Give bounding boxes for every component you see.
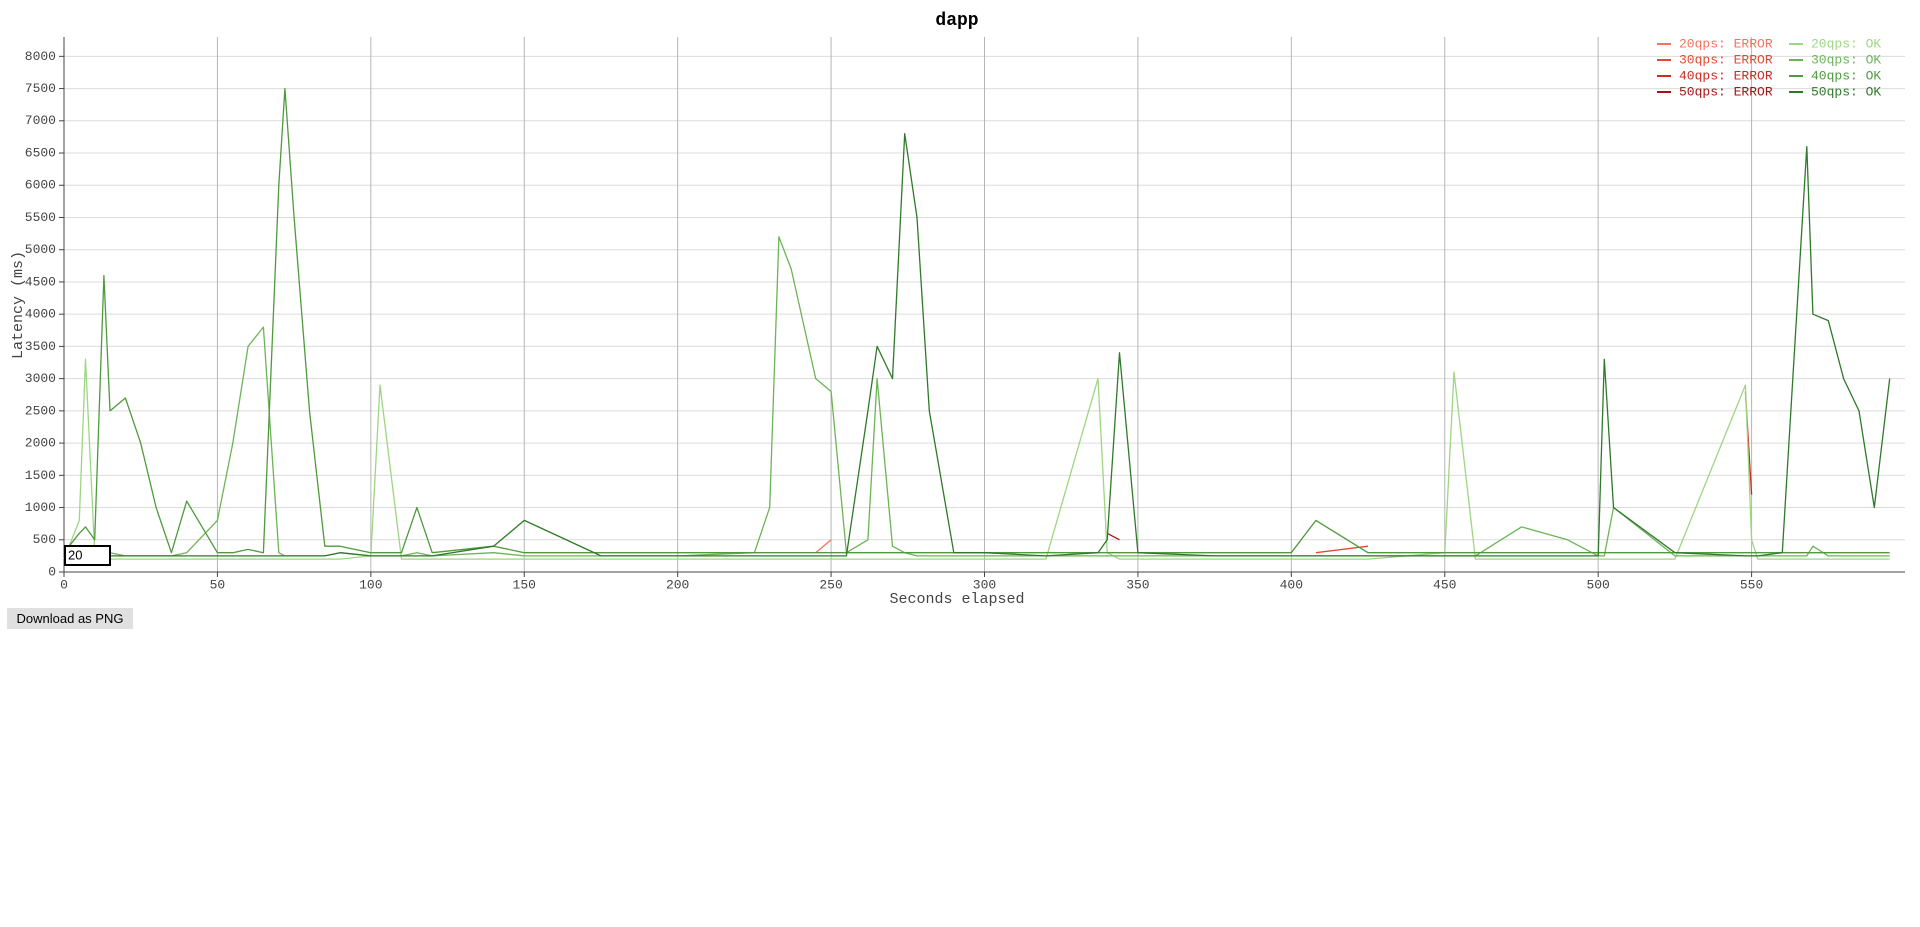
legend-label: 40qps: ERROR bbox=[1679, 68, 1773, 83]
legend-label: 50qps: OK bbox=[1811, 84, 1881, 99]
y-tick-label: 6500 bbox=[25, 145, 56, 160]
legend-label: 50qps: ERROR bbox=[1679, 84, 1773, 99]
legend-label: 30qps: OK bbox=[1811, 52, 1881, 67]
x-tick-label: 0 bbox=[60, 577, 68, 592]
legend-label: 30qps: ERROR bbox=[1679, 52, 1773, 67]
x-axis-label: Seconds elapsed bbox=[889, 591, 1024, 608]
x-tick-label: 400 bbox=[1280, 577, 1303, 592]
x-tick-label: 550 bbox=[1740, 577, 1763, 592]
y-tick-label: 6000 bbox=[25, 178, 56, 193]
y-tick-label: 4500 bbox=[25, 274, 56, 289]
y-tick-label: 2500 bbox=[25, 403, 56, 418]
x-tick-label: 500 bbox=[1586, 577, 1609, 592]
y-tick-label: 5000 bbox=[25, 242, 56, 257]
input-box bbox=[64, 545, 111, 566]
series-line bbox=[63, 358, 1890, 560]
y-tick-label: 2000 bbox=[25, 436, 56, 451]
y-tick-label: 7000 bbox=[25, 113, 56, 128]
y-tick-label: 7500 bbox=[25, 81, 56, 96]
x-tick-label: 450 bbox=[1433, 577, 1456, 592]
x-tick-label: 150 bbox=[513, 577, 536, 592]
x-tick-label: 50 bbox=[210, 577, 226, 592]
y-tick-label: 500 bbox=[33, 532, 56, 547]
series-line bbox=[64, 133, 1891, 557]
y-axis-label: Latency (ms) bbox=[10, 251, 27, 359]
y-tick-label: 1500 bbox=[25, 468, 56, 483]
y-tick-label: 0 bbox=[48, 564, 56, 579]
legend-label: 20qps: OK bbox=[1811, 36, 1881, 51]
y-tick-label: 1000 bbox=[25, 500, 56, 515]
download-button[interactable]: Download as PNG bbox=[7, 608, 133, 629]
y-tick-label: 4000 bbox=[25, 307, 56, 322]
x-tick-label: 200 bbox=[666, 577, 689, 592]
input-value: 20 bbox=[68, 547, 82, 562]
x-tick-label: 300 bbox=[973, 577, 996, 592]
y-tick-label: 5500 bbox=[25, 210, 56, 225]
x-tick-label: 100 bbox=[359, 577, 382, 592]
x-tick-label: 350 bbox=[1126, 577, 1149, 592]
x-tick-label: 250 bbox=[819, 577, 842, 592]
y-tick-label: 3000 bbox=[25, 371, 56, 386]
series-line bbox=[63, 236, 1890, 557]
chart-title: dapp bbox=[935, 11, 978, 31]
y-tick-label: 8000 bbox=[25, 49, 56, 64]
y-tick-label: 3500 bbox=[25, 339, 56, 354]
legend-label: 20qps: ERROR bbox=[1679, 36, 1773, 51]
series-line bbox=[1106, 532, 1120, 541]
series-line bbox=[63, 87, 1890, 554]
series-line bbox=[815, 539, 832, 554]
legend-label: 40qps: OK bbox=[1811, 68, 1881, 83]
